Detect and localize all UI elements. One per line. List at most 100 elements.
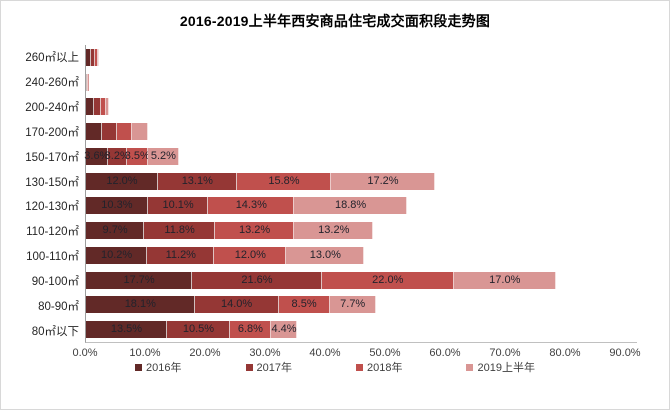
bar-segment: 13.2%: [294, 222, 374, 240]
legend-swatch: [356, 363, 363, 371]
bar-segment: 10.1%: [147, 197, 209, 215]
bar-row: [86, 95, 637, 120]
bar-segment: 4.4%: [270, 321, 298, 339]
bar-segment: 6.8%: [230, 321, 271, 339]
bar-value-label: 3.5%: [124, 149, 150, 162]
x-tick-label: 30.0%: [249, 347, 281, 359]
bar-row: 9.7% 11.8% 13.2% 13.2%: [86, 218, 637, 243]
bar-segment: [100, 98, 106, 116]
bar-segment: 17.0%: [453, 271, 556, 289]
bar-value-label: 14.0%: [220, 298, 253, 311]
bar-value-label: 5.2%: [150, 149, 176, 162]
bar-segment: 13.5%: [86, 321, 167, 339]
bar-segment: 3.6%: [84, 147, 109, 165]
bar-value-label: 17.2%: [367, 174, 399, 187]
bar-segment: 8.5%: [278, 296, 330, 314]
x-tick-label: 90.0%: [609, 347, 641, 359]
bar-value-label: 13.5%: [110, 323, 143, 336]
bar-value-label: 10.5%: [182, 323, 215, 336]
category-label: 150-170㎡: [25, 151, 79, 164]
bar-row: 13.5% 10.5% 6.8% 4.4%: [86, 317, 637, 342]
bar-value-label: 8.5%: [291, 298, 317, 311]
legend-label: 2019上半年: [477, 362, 535, 374]
legend-item: 2016年: [135, 359, 182, 375]
bar-segment: 3.5%: [124, 147, 150, 165]
category-label: 90-100㎡: [31, 275, 79, 288]
bar-row: 12.0% 13.1% 15.8% 17.2%: [86, 169, 637, 194]
bar-value-label: 10.1%: [162, 199, 194, 212]
bar-segment: 10.5%: [167, 321, 230, 339]
plot-area: 3.6% 3.2% 3.5% 5.2% 12.0% 13.1% 15.8% 17.2% 10.3…: [84, 45, 637, 343]
legend-swatch: [466, 363, 474, 371]
x-tick-label: 10.0%: [129, 347, 161, 359]
bar-row: 18.1% 14.0% 8.5% 7.7%: [86, 293, 637, 318]
x-tick-label: 50.0%: [369, 347, 401, 359]
bar-segment: 13.1%: [158, 172, 237, 190]
category-label: 200-240㎡: [25, 102, 79, 115]
legend-swatch: [245, 363, 253, 371]
category-label: 120-130㎡: [25, 201, 79, 214]
bar-segment: 9.7%: [86, 222, 145, 240]
x-tick-label: 80.0%: [549, 347, 581, 359]
bar-segment: [86, 48, 92, 66]
legend-item: 2018年: [356, 359, 402, 375]
bar-value-label: 18.1%: [124, 298, 156, 311]
bar-row: 3.6% 3.2% 3.5% 5.2%: [84, 144, 637, 169]
bar-segment: [117, 123, 133, 141]
bar-segment: [101, 123, 118, 141]
legend-item: 2019上半年: [466, 359, 535, 375]
category-label: 80-90㎡: [38, 300, 79, 313]
bar-value-label: 11.8%: [164, 224, 195, 237]
category-axis: 260㎡以上 240-260㎡ 200-240㎡ 170-200㎡ 150-170㎡ 13…: [1, 45, 85, 343]
bar-segment: 12.0%: [86, 172, 158, 190]
bar-value-label: 18.8%: [334, 199, 367, 212]
category-label: 100-110㎡: [26, 251, 79, 264]
x-tick-label: 20.0%: [189, 347, 221, 359]
x-tick-label: 70.0%: [489, 347, 521, 359]
bar-segment: 14.0%: [194, 296, 279, 314]
legend-label: 2016年: [146, 362, 182, 374]
bar-segment: 7.7%: [329, 296, 376, 314]
bar-value-label: 10.3%: [101, 199, 133, 212]
bar-segment: 11.2%: [147, 246, 215, 264]
bar-segment: [86, 73, 87, 91]
bar-segment: 10.2%: [86, 246, 148, 264]
category-label: 110-120㎡: [26, 226, 79, 239]
x-axis: 0.0% 10.0% 20.0% 30.0% 40.0% 50.0% 60.0% 70.0% 8…: [72, 347, 641, 363]
plot-wrapper: 3.6% 3.2% 3.5% 5.2% 12.0% 13.1% 15.8% 17.2% 10.3…: [72, 45, 641, 359]
bar-segment: [105, 98, 110, 116]
category-label: 130-150㎡: [25, 176, 79, 189]
bar-segment: 22.0%: [321, 271, 454, 289]
bar-segment: [91, 48, 95, 66]
bar-segment: 11.8%: [144, 222, 215, 240]
x-tick-label: 60.0%: [429, 347, 461, 359]
bar-row: [86, 119, 637, 144]
legend-swatch: [135, 363, 143, 371]
bar-segment: 14.3%: [208, 197, 295, 215]
bar-value-label: 15.8%: [268, 174, 300, 187]
bar-segment: 13.0%: [286, 246, 365, 264]
bar-segment: [86, 73, 88, 91]
bar-row: [86, 45, 637, 70]
bar-segment: [94, 48, 98, 66]
category-label: 260㎡以上: [25, 52, 79, 65]
bar-value-label: 22.0%: [372, 273, 404, 286]
bar-segment: 10.3%: [86, 197, 148, 215]
bar-segment: [86, 123, 102, 141]
category-label: 240-260㎡: [25, 77, 79, 90]
x-tick-label: 40.0%: [309, 347, 341, 359]
bar-value-label: 21.6%: [241, 273, 273, 286]
chart-title: 2016-2019上半年西安商品住宅成交面积段走势图: [179, 13, 491, 29]
bar-value-label: 6.8%: [237, 323, 263, 336]
bar-segment: 5.2%: [147, 147, 179, 165]
bar-value-label: 13.2%: [318, 224, 350, 237]
bar-segment: [86, 98, 94, 116]
bar-value-label: 12.0%: [234, 248, 266, 261]
bar-segment: [132, 123, 148, 141]
bar-value-label: 12.0%: [106, 174, 138, 187]
category-label: 80㎡以下: [31, 325, 79, 338]
legend-label: 2017年: [256, 362, 292, 374]
bar-segment: 21.6%: [192, 271, 322, 289]
bar-segment: 12.0%: [214, 246, 287, 264]
